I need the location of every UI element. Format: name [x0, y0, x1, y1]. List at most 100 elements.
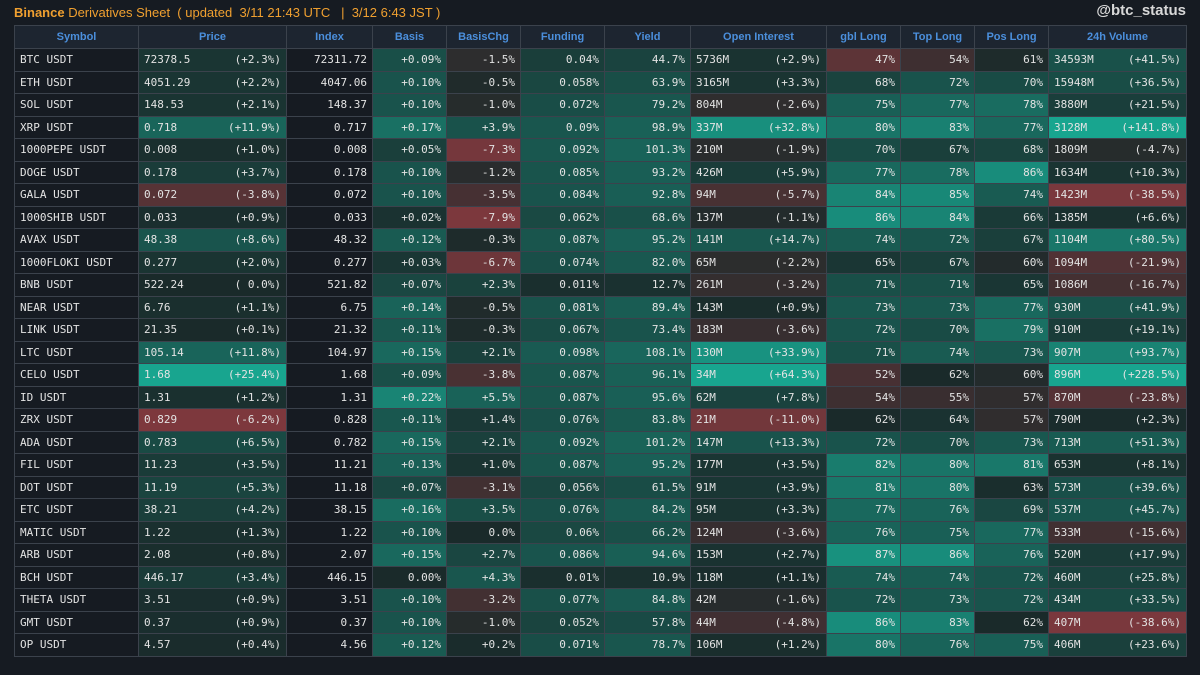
cell-volume-change-value: (+2.3%) [1134, 413, 1181, 427]
cell-volume-24h: 790M (+2.3%) [1048, 408, 1187, 432]
col-header-price[interactable]: Price [138, 25, 287, 49]
table-row: LTC USDT 105.14 (+11.8%) 104.97 +0.15% +2.1% 0… [14, 340, 1187, 364]
cell-price-value: 72378.5 [144, 53, 191, 67]
cell-price-change-value: (+25.4%) [228, 368, 281, 382]
cell-oi-value: 21M [696, 413, 716, 427]
cell-price-change-value: (+5.3%) [234, 480, 281, 494]
cell-yield: 89.4% [604, 295, 691, 319]
cell-oi-change-value: (+0.9%) [774, 300, 821, 314]
cell-index: 0.072 [286, 183, 373, 207]
cell-volume-value: 910M [1054, 323, 1081, 337]
cell-top-long: 74% [900, 565, 975, 589]
cell-oi-value: 5736M [696, 53, 730, 67]
cell-index: 0.37 [286, 610, 373, 634]
cell-symbol: FIL USDT [14, 453, 139, 477]
cell-price-value: 21.35 [144, 323, 178, 337]
cell-top-long: 84% [900, 205, 975, 229]
cell-funding: 0.086% [520, 543, 605, 567]
cell-basis: +0.07% [372, 273, 447, 297]
cell-price: 3.51 (+0.9%) [138, 588, 287, 612]
cell-basis: 0.00% [372, 565, 447, 589]
col-header-open-interest[interactable]: Open Interest [690, 25, 827, 49]
cell-volume-change-value: (-4.7%) [1134, 143, 1181, 157]
cell-gbl-long: 87% [826, 543, 901, 567]
cell-basis: +0.13% [372, 453, 447, 477]
cell-price: 0.829 (-6.2%) [138, 408, 287, 432]
cell-open-interest: 147M (+13.3%) [690, 430, 827, 454]
cell-basis: +0.11% [372, 408, 447, 432]
cell-volume-24h: 537M (+45.7%) [1048, 498, 1187, 522]
cell-oi-change-value: (-3.6%) [774, 323, 821, 337]
cell-open-interest: 91M (+3.9%) [690, 475, 827, 499]
cell-top-long: 72% [900, 70, 975, 94]
col-header-gbl-long[interactable]: gbl Long [826, 25, 901, 49]
cell-price-change-value: (+2.1%) [234, 98, 281, 112]
cell-volume-value: 1104M [1054, 233, 1088, 247]
cell-yield: 95.2% [604, 228, 691, 252]
cell-volume-change-value: (-38.5%) [1128, 188, 1181, 202]
cell-funding: 0.085% [520, 160, 605, 184]
cell-oi-change-value: (+14.7%) [768, 233, 821, 247]
cell-oi-value: 143M [696, 300, 723, 314]
cell-price-change-value: (+11.9%) [228, 120, 281, 134]
col-header-basis-change[interactable]: BasisChg [446, 25, 521, 49]
cell-symbol: SOL USDT [14, 93, 139, 117]
cell-symbol: LTC USDT [14, 340, 139, 364]
cell-volume-value: 713M [1054, 435, 1081, 449]
cell-volume-value: 1809M [1054, 143, 1088, 157]
cell-price-value: 446.17 [144, 570, 184, 584]
cell-price-change-value: (+11.8%) [228, 345, 281, 359]
cell-price-change-value: (+2.0%) [234, 255, 281, 269]
cell-symbol: XRP USDT [14, 115, 139, 139]
cell-oi-change-value: (+1.2%) [774, 638, 821, 652]
table-row: THETA USDT 3.51 (+0.9%) 3.51 +0.10% -3.2% 0.07… [14, 588, 1187, 612]
cell-volume-value: 1385M [1054, 210, 1088, 224]
cell-oi-value: 337M [696, 120, 723, 134]
col-header-index[interactable]: Index [286, 25, 373, 49]
cell-pos-long: 67% [974, 228, 1049, 252]
cell-price: 0.033 (+0.9%) [138, 205, 287, 229]
cell-pos-long: 69% [974, 498, 1049, 522]
cell-symbol: THETA USDT [14, 588, 139, 612]
cell-volume-change-value: (+23.6%) [1128, 638, 1181, 652]
cell-price-change-value: (+0.9%) [234, 593, 281, 607]
cell-volume-24h: 434M (+33.5%) [1048, 588, 1187, 612]
cell-volume-change-value: (+141.8%) [1121, 120, 1181, 134]
cell-index: 11.21 [286, 453, 373, 477]
cell-yield: 101.3% [604, 138, 691, 162]
cell-open-interest: 95M (+3.3%) [690, 498, 827, 522]
cell-volume-value: 520M [1054, 548, 1081, 562]
cell-open-interest: 183M (-3.6%) [690, 318, 827, 342]
cell-basis-change: -0.5% [446, 295, 521, 319]
col-header-yield[interactable]: Yield [604, 25, 691, 49]
cell-index: 104.97 [286, 340, 373, 364]
col-header-symbol[interactable]: Symbol [14, 25, 139, 49]
cell-gbl-long: 81% [826, 475, 901, 499]
col-header-pos-long[interactable]: Pos Long [974, 25, 1049, 49]
cell-open-interest: 337M (+32.8%) [690, 115, 827, 139]
cell-basis-change: -1.2% [446, 160, 521, 184]
cell-volume-24h: 3128M (+141.8%) [1048, 115, 1187, 139]
table-row: FIL USDT 11.23 (+3.5%) 11.21 +0.13% +1.0% 0.08… [14, 453, 1187, 477]
cell-top-long: 80% [900, 453, 975, 477]
cell-volume-24h: 1086M (-16.7%) [1048, 273, 1187, 297]
col-header-24h-volume[interactable]: 24h Volume [1048, 25, 1187, 49]
table-header-row: Symbol Price Index Basis BasisChg Fundin… [14, 25, 1187, 49]
cell-oi-value: 124M [696, 525, 723, 539]
cell-volume-change-value: (-21.9%) [1128, 255, 1181, 269]
cell-basis-change: -0.3% [446, 228, 521, 252]
col-header-top-long[interactable]: Top Long [900, 25, 975, 49]
cell-yield: 94.6% [604, 543, 691, 567]
cell-price: 148.53 (+2.1%) [138, 93, 287, 117]
cell-yield: 66.2% [604, 520, 691, 544]
cell-volume-value: 653M [1054, 458, 1081, 472]
cell-basis: +0.02% [372, 205, 447, 229]
cell-price: 0.718 (+11.9%) [138, 115, 287, 139]
col-header-funding[interactable]: Funding [520, 25, 605, 49]
cell-index: 2.07 [286, 543, 373, 567]
col-header-basis[interactable]: Basis [372, 25, 447, 49]
cell-basis: +0.12% [372, 228, 447, 252]
cell-basis: +0.10% [372, 93, 447, 117]
cell-funding: 0.056% [520, 475, 605, 499]
cell-price-value: 0.072 [144, 188, 178, 202]
